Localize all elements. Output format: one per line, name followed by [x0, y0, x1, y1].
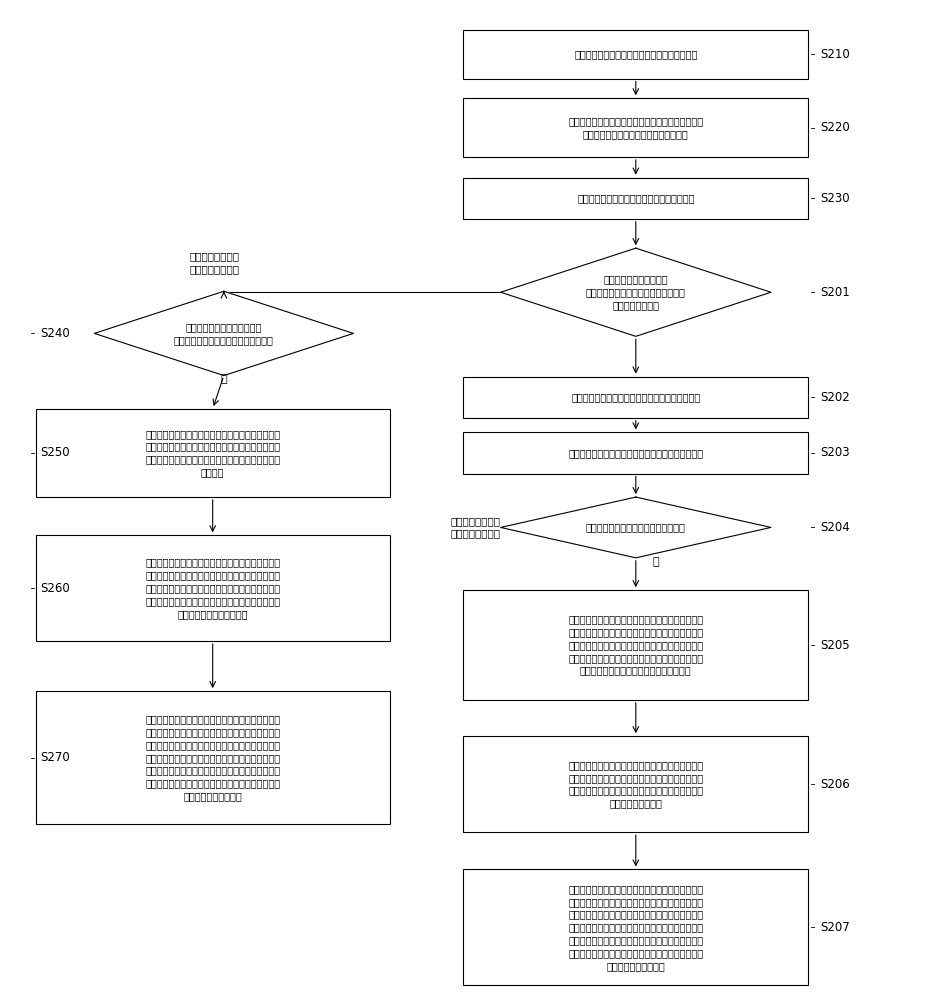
Text: S270: S270: [40, 751, 70, 764]
Text: 是: 是: [221, 374, 227, 384]
Text: S220: S220: [821, 121, 850, 134]
Polygon shape: [94, 291, 354, 376]
Text: 判断电杆在安装抱箍位置对应
的裂缝宽度是否大于最大裂缝宽度限值: 判断电杆在安装抱箍位置对应 的裂缝宽度是否大于最大裂缝宽度限值: [174, 322, 274, 345]
Bar: [35, 691, 390, 824]
Text: 根据预设抱箍最小长度与第一边界点和第二边界点之
间的距离长度的比较结果确定抱箍的长度，根据预设
抱箍最小厚度、第一抱箍待选厚度、第二抱箍待选厚
度和第三抱箍待选: 根据预设抱箍最小长度与第一边界点和第二边界点之 间的距离长度的比较结果确定抱箍的…: [146, 714, 281, 801]
Text: S210: S210: [821, 48, 850, 61]
Text: 根据弯矩设计值以及最大裂缝宽度限值获取在安装抱
箍位置的第一抱箍待选厚度、根据第一弯矩以及最大
裂缝宽度限值获取在第一边界点的第二抱箍待选厚度
以及根据第二弯矩: 根据弯矩设计值以及最大裂缝宽度限值获取在安装抱 箍位置的第一抱箍待选厚度、根据第…: [146, 558, 281, 619]
Text: S207: S207: [821, 921, 850, 934]
Text: 根据预设安全系数以及极限弯矩，获取极限容许弯矩: 根据预设安全系数以及极限弯矩，获取极限容许弯矩: [569, 448, 704, 458]
Text: 当选取以承载能力
极限状态为原则时: 当选取以承载能力 极限状态为原则时: [189, 252, 240, 274]
Text: 根据电杆安装抱箍后需达到的预设防风等级风速，获
取电杆在安装抱箍位置对应的弯矩设计值: 根据电杆安装抱箍后需达到的预设防风等级风速，获 取电杆在安装抱箍位置对应的弯矩设…: [569, 116, 704, 139]
Text: S203: S203: [821, 446, 850, 459]
Text: 获取电杆在使用极限状态下的最大裂缝宽度限值: 获取电杆在使用极限状态下的最大裂缝宽度限值: [574, 49, 697, 59]
Text: 获取预设抱箍最小长度以及预设抱箍最小厚度: 获取预设抱箍最小长度以及预设抱箍最小厚度: [577, 193, 694, 203]
Text: S230: S230: [821, 192, 850, 205]
Text: S202: S202: [821, 391, 850, 404]
Text: S240: S240: [40, 327, 70, 340]
Polygon shape: [500, 248, 771, 336]
Bar: [35, 409, 390, 497]
Bar: [463, 377, 808, 418]
Text: S201: S201: [821, 286, 850, 299]
Text: S250: S250: [40, 446, 69, 459]
Bar: [463, 30, 808, 79]
Text: 当选取以承载能力
极限状态为原则时: 当选取以承载能力 极限状态为原则时: [451, 516, 500, 539]
Text: 根据预设抱箍最小长度与第三边界点和第四边界点之
间的距离长度的比较结果确定抱箍的长度，根据预设
抱箍最小厚度、第四抱箍待选厚度、第五抱箍待选厚
度和第六抱箍待选: 根据预设抱箍最小长度与第三边界点和第四边界点之 间的距离长度的比较结果确定抱箍的…: [569, 884, 704, 971]
Text: S206: S206: [821, 778, 850, 791]
Text: 根据极限容许弯矩，确定电杆中弯矩等于极限容许弯
矩的第三边界点以及第四边界点，并获取第三边界点
对应的第三弯矩以及第四边界点对应的第四弯矩，将
第三弯矩除以预设: 根据极限容许弯矩，确定电杆中弯矩等于极限容许弯 矩的第三边界点以及第四边界点，并…: [569, 614, 704, 676]
Text: S204: S204: [821, 521, 850, 534]
Text: 根据最大裂缝宽度限值，确定电杆中裂缝宽度等于最
大裂缝宽度限值的第一边界点以及第二边界点，并获
取第一边界点对应的第一弯矩以及第二边界点对应的
第二弯矩: 根据最大裂缝宽度限值，确定电杆中裂缝宽度等于最 大裂缝宽度限值的第一边界点以及第…: [146, 429, 281, 477]
Text: 判断弯矩设计值是否大于极限容许弯矩: 判断弯矩设计值是否大于极限容许弯矩: [586, 522, 686, 532]
Text: 选取以使用极限状态为原
则或以承载能力极限状态为原则作为抱
箍尺寸确定的原则: 选取以使用极限状态为原 则或以承载能力极限状态为原则作为抱 箍尺寸确定的原则: [586, 274, 686, 310]
Polygon shape: [500, 497, 771, 558]
Bar: [463, 432, 808, 474]
Bar: [463, 869, 808, 985]
Bar: [463, 98, 808, 157]
Bar: [463, 736, 808, 832]
Text: 是: 是: [652, 557, 659, 567]
Text: 根据弯矩设计值获取在安装抱箍位置的第四抱箍待选
厚度、根据第一容许弯矩获取在第三边界点的第五抱
箍待选厚度以及根据第二容许弯矩获取在第四边界点
的第六抱箍待选厚: 根据弯矩设计值获取在安装抱箍位置的第四抱箍待选 厚度、根据第一容许弯矩获取在第三…: [569, 760, 704, 808]
Bar: [463, 590, 808, 700]
Bar: [463, 178, 808, 219]
Text: 获取电杆在承载能力极限状态下能承受的极限弯矩: 获取电杆在承载能力极限状态下能承受的极限弯矩: [572, 392, 701, 402]
Text: S260: S260: [40, 582, 70, 595]
Bar: [35, 535, 390, 641]
Text: S205: S205: [821, 639, 850, 652]
